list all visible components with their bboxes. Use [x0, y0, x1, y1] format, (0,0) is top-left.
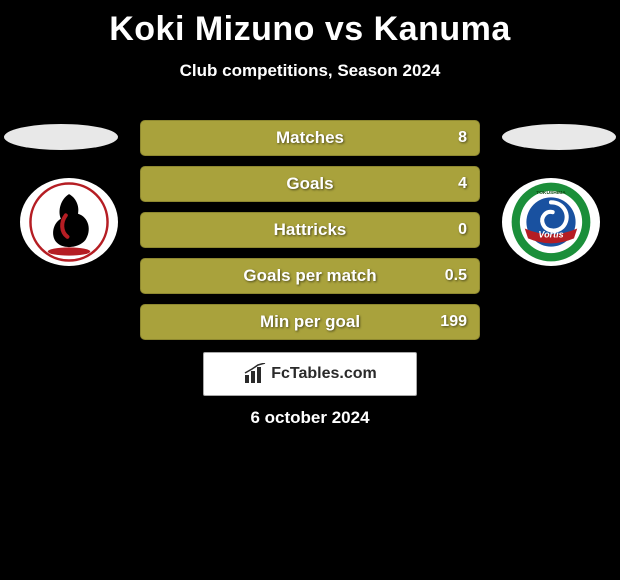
page-title: Koki Mizuno vs Kanuma — [0, 0, 620, 49]
stat-label: Matches — [276, 128, 344, 148]
stat-row-hattricks: Hattricks 0 — [140, 212, 480, 248]
stat-label: Goals per match — [243, 266, 376, 286]
svg-text:Vortis: Vortis — [538, 230, 563, 240]
bar-chart-icon — [243, 363, 267, 385]
crest-left-icon — [28, 181, 110, 263]
svg-text:TOKUSHIMA: TOKUSHIMA — [536, 190, 566, 196]
stat-value: 4 — [458, 175, 467, 193]
stat-value: 8 — [458, 129, 467, 147]
brand-label: FcTables.com — [271, 365, 377, 383]
player-shadow-right — [502, 124, 616, 150]
date-label: 6 october 2024 — [0, 408, 620, 428]
player-shadow-left — [4, 124, 118, 150]
page-subtitle: Club competitions, Season 2024 — [0, 61, 620, 81]
stat-label: Hattricks — [274, 220, 347, 240]
stat-row-min-per-goal: Min per goal 199 — [140, 304, 480, 340]
tokushima-vortis-crest: Vortis TOKUSHIMA — [502, 178, 600, 266]
stats-block: Matches 8 Goals 4 Hattricks 0 Goals per … — [140, 120, 480, 350]
stat-row-matches: Matches 8 — [140, 120, 480, 156]
crest-right-icon: Vortis TOKUSHIMA — [510, 181, 592, 263]
fctables-watermark: FcTables.com — [203, 352, 417, 396]
stat-row-goals: Goals 4 — [140, 166, 480, 202]
stat-label: Goals — [286, 174, 333, 194]
roasso-kumamoto-crest — [20, 178, 118, 266]
stat-row-goals-per-match: Goals per match 0.5 — [140, 258, 480, 294]
stat-value: 0.5 — [445, 267, 467, 285]
stat-label: Min per goal — [260, 312, 360, 332]
stat-value: 199 — [440, 313, 467, 331]
comparison-infographic: Koki Mizuno vs Kanuma Club competitions,… — [0, 0, 620, 580]
stat-value: 0 — [458, 221, 467, 239]
